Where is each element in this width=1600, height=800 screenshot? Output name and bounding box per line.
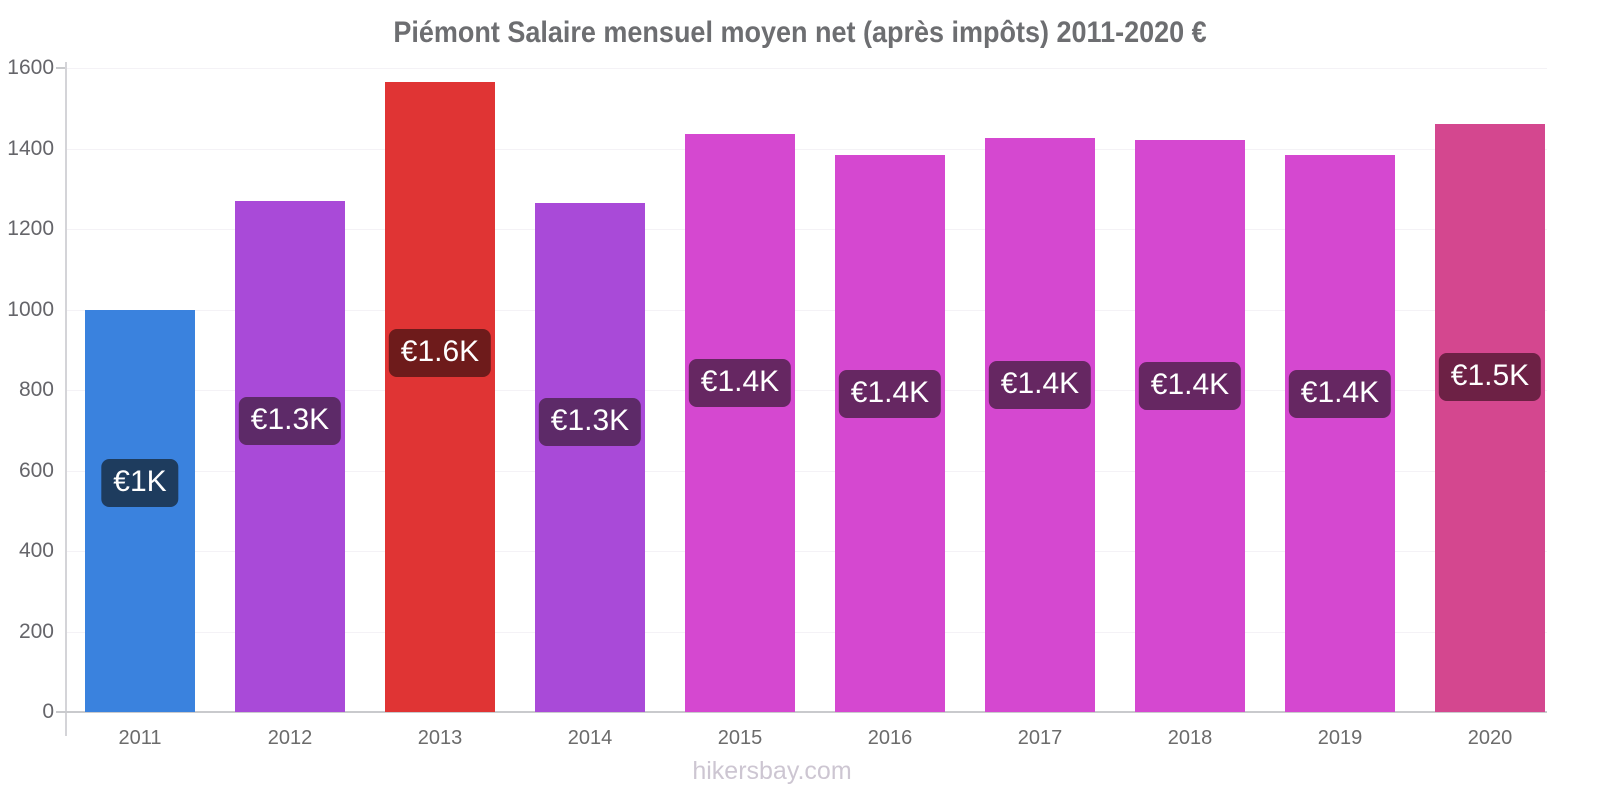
x-tick-label-2014: 2014 <box>567 727 613 749</box>
bar-2014[interactable]: €1.3K <box>535 202 645 712</box>
x-tick-label-2016: 2016 <box>867 727 913 749</box>
x-tick-label-2017: 2017 <box>1017 727 1063 749</box>
x-tick-label-2013: 2013 <box>417 727 463 749</box>
bar-2019[interactable]: €1.4K <box>1285 154 1395 712</box>
gridline-1200 <box>66 229 1547 230</box>
y-tick-label-0: 0 <box>42 700 54 723</box>
y-tick-label-800: 800 <box>18 378 54 401</box>
x-tick-label-2015: 2015 <box>717 727 763 749</box>
x-axis-line <box>56 711 1547 713</box>
bar-value-badge-2020: €1.5K <box>1438 353 1542 402</box>
bar-2015[interactable]: €1.4K <box>685 134 795 712</box>
x-tick-label-2019: 2019 <box>1317 727 1363 749</box>
y-tick-label-600: 600 <box>18 458 54 482</box>
x-tick-label-2018: 2018 <box>1167 727 1213 749</box>
gridline-1600 <box>66 68 1547 69</box>
bar-value-badge-2019: €1.4K <box>1288 370 1392 419</box>
bar-value-badge-2012: €1.3K <box>238 396 342 445</box>
y-tick-mark-top <box>56 67 65 69</box>
bar-value-badge-2015: €1.4K <box>688 358 792 407</box>
bar-2018[interactable]: €1.4K <box>1135 140 1245 712</box>
bar-value-badge-2011: €1K <box>101 458 179 507</box>
bar-value-badge-2017: €1.4K <box>988 361 1092 410</box>
gridline-600 <box>66 470 1547 472</box>
y-tick-label-1000: 1000 <box>7 297 54 321</box>
bar-2011[interactable]: €1K <box>85 309 195 712</box>
bar-2012[interactable]: €1.3K <box>235 200 345 712</box>
gridline-200 <box>66 631 1547 633</box>
bar-value-badge-2016: €1.4K <box>838 370 942 419</box>
gridline-400 <box>66 551 1547 552</box>
y-tick-label-1200: 1200 <box>7 217 54 240</box>
x-tick-label-2020: 2020 <box>1467 727 1513 749</box>
chart-title: Piémont Salaire mensuel moyen net (après… <box>393 16 1207 49</box>
x-tick-label-2011: 2011 <box>118 727 162 749</box>
bar-value-badge-2013: €1.6K <box>388 328 492 377</box>
x-tick-label-2012: 2012 <box>267 727 313 749</box>
y-tick-label-1600: 1600 <box>7 56 54 79</box>
gridline-1400 <box>66 148 1547 150</box>
bar-2017[interactable]: €1.4K <box>985 138 1095 712</box>
y-axis-line <box>65 62 67 736</box>
y-tick-label-200: 200 <box>18 619 54 643</box>
y-tick-label-1400: 1400 <box>7 136 54 160</box>
gridline-1000 <box>66 309 1547 311</box>
gridline-800 <box>66 390 1547 391</box>
bar-value-badge-2018: €1.4K <box>1138 362 1242 411</box>
bar-2020[interactable]: €1.5K <box>1435 124 1545 712</box>
y-tick-label-400: 400 <box>18 539 54 562</box>
bar-value-badge-2014: €1.3K <box>538 397 642 446</box>
watermark-text: hikersbay.com <box>692 757 852 785</box>
bar-2013[interactable]: €1.6K <box>385 82 495 712</box>
bar-2016[interactable]: €1.4K <box>835 154 945 712</box>
